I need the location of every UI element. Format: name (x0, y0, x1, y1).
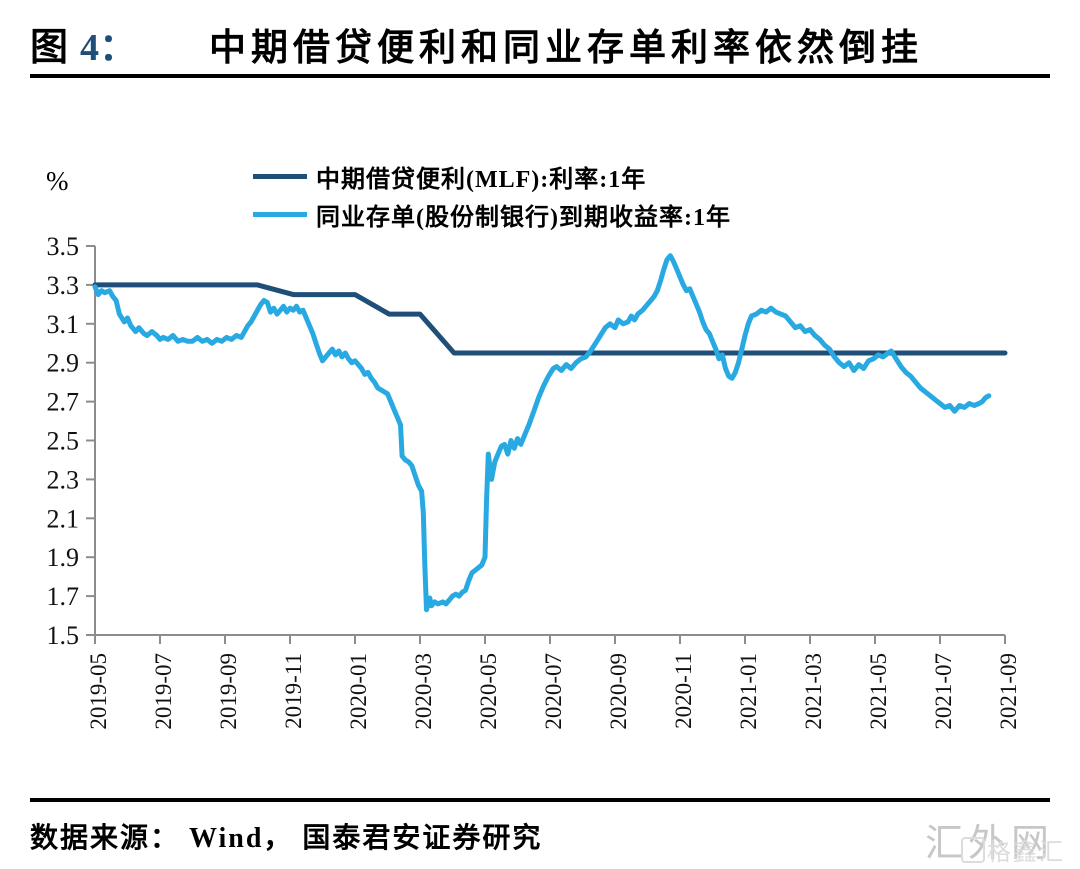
x-tick-label: 2019-11 (281, 653, 306, 729)
y-tick-label: 1.5 (47, 621, 80, 650)
watermark-secondary-text: 格鑫汇 (987, 840, 1065, 866)
x-tick-label: 2021-03 (801, 653, 826, 730)
x-tick-label: 2021-05 (866, 653, 891, 730)
y-tick-label: 2.7 (47, 388, 80, 417)
watermark-logo-icon (961, 836, 985, 863)
x-tick-label: 2019-09 (216, 653, 241, 730)
y-tick-label: 2.3 (47, 465, 80, 494)
figure-title: 中期借贷便利和同业存单利率依然倒挂 (209, 28, 924, 69)
x-tick-label: 2020-11 (671, 653, 696, 729)
x-tick-label: 2019-07 (151, 653, 176, 730)
legend-label-ncd: 同业存单(股份制银行)到期收益率:1年 (316, 204, 731, 231)
x-tick-label: 2020-05 (476, 653, 501, 730)
y-axis-unit-label: % (46, 166, 69, 196)
y-tick-label: 1.7 (47, 582, 80, 611)
y-tick-label: 3.5 (47, 232, 80, 261)
y-tick-label: 2.1 (47, 504, 80, 533)
figure-header: 图 4： 中期借贷便利和同业存单利率依然倒挂 (30, 16, 1050, 71)
x-tick-label: 2021-01 (736, 653, 761, 730)
legend-item-mlf: 中期借贷便利(MLF):利率:1年 (253, 157, 731, 195)
x-tick-label: 2019-05 (86, 653, 111, 730)
data-source: 数据来源： Wind， 国泰君安证券研究 (30, 823, 543, 854)
title-divider (30, 74, 1050, 78)
x-tick-label: 2020-09 (606, 653, 631, 730)
figure-number: 4： (80, 27, 138, 69)
footer-divider (30, 798, 1050, 802)
x-tick-label: 2021-09 (996, 653, 1021, 730)
y-tick-label: 2.9 (47, 349, 80, 378)
x-tick-label: 2020-07 (541, 653, 566, 730)
watermark-primary: 汇外网 (925, 823, 1055, 865)
x-tick-label: 2021-07 (931, 653, 956, 730)
x-tick-label: 2020-03 (411, 653, 436, 730)
watermark: 汇外网 格鑫汇 (925, 808, 1075, 867)
chart-legend: 中期借贷便利(MLF):利率:1年 同业存单(股份制银行)到期收益率:1年 (253, 157, 731, 233)
y-tick-label: 3.3 (47, 271, 80, 300)
legend-swatch-mlf-icon (253, 173, 307, 179)
legend-item-ncd: 同业存单(股份制银行)到期收益率:1年 (253, 195, 731, 233)
mlf-line (92, 282, 1008, 356)
watermark-secondary: 格鑫汇 (961, 832, 1065, 867)
y-tick-label: 1.9 (47, 543, 80, 572)
ncd-line (92, 253, 992, 613)
legend-swatch-ncd-icon (253, 211, 307, 217)
y-tick-label: 2.5 (47, 427, 80, 456)
legend-label-mlf: 中期借贷便利(MLF):利率:1年 (316, 166, 647, 193)
x-tick-label: 2020-01 (346, 653, 371, 730)
y-tick-label: 3.1 (47, 310, 80, 339)
figure-label: 图 (30, 27, 71, 69)
